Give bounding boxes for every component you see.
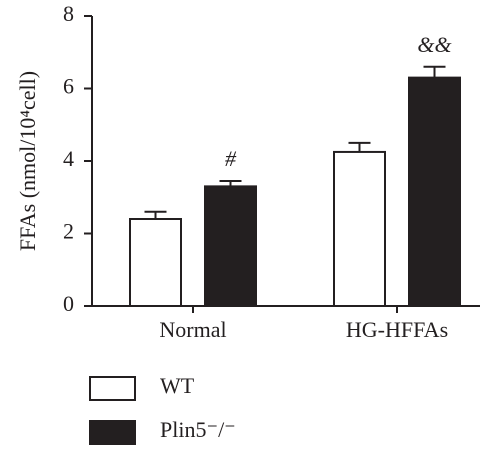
- y-tick-label: 2: [63, 219, 74, 244]
- legend-swatch: [89, 376, 136, 401]
- y-tick-label: 8: [63, 1, 74, 26]
- bar: [129, 218, 182, 307]
- significance-marker: #: [225, 146, 237, 171]
- error-bar: [144, 210, 167, 219]
- legend-swatch: [89, 420, 136, 445]
- bar: [333, 150, 386, 307]
- error-bar: [348, 141, 371, 152]
- y-tick-label: 4: [63, 146, 74, 171]
- y-axis-label: FFAs (nmol/10⁴cell): [15, 71, 40, 251]
- bar: [204, 185, 257, 307]
- legend-label: Plin5⁻/⁻: [160, 417, 236, 442]
- y-tick-label: 6: [63, 74, 74, 99]
- x-tick-label: Normal: [159, 317, 226, 342]
- significance-marker: &&: [417, 32, 452, 57]
- y-tick-label: 0: [63, 291, 74, 316]
- bar: [408, 76, 461, 307]
- x-tick-label: HG-HFFAs: [346, 317, 448, 342]
- error-bar: [423, 65, 446, 78]
- legend-label: WT: [160, 373, 195, 398]
